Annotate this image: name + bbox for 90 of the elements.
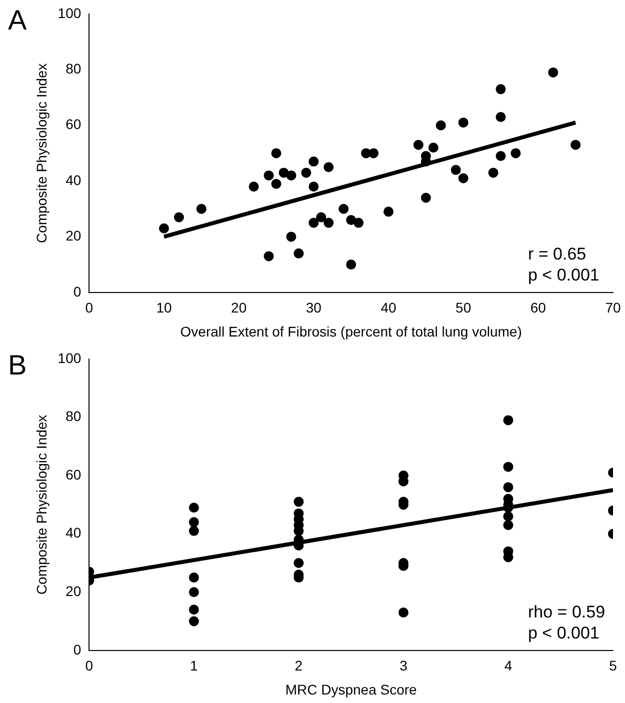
x-tick-label: 1 (190, 658, 198, 674)
point (308, 182, 319, 192)
point (413, 140, 424, 150)
point (496, 84, 506, 94)
point (503, 520, 514, 530)
annotation: r = 0.65 (528, 244, 586, 264)
point (346, 215, 356, 226)
x-tick-label: 60 (530, 300, 546, 316)
point (264, 251, 274, 262)
annotation: rho = 0.59 (528, 602, 606, 622)
annotation: p < 0.001 (528, 623, 600, 642)
point (188, 604, 199, 615)
y-tick-label: 0 (73, 283, 82, 300)
y-tick-label: 80 (66, 408, 82, 424)
x-tick-label: 4 (504, 658, 512, 674)
point (436, 120, 446, 130)
x-tick-label: 0 (85, 300, 94, 316)
point (271, 148, 282, 158)
x-tick-label: 5 (609, 658, 618, 674)
point (570, 140, 581, 150)
x-tick-label: 70 (605, 300, 621, 316)
point (316, 212, 326, 222)
chart-title: A (8, 4, 27, 36)
point (496, 150, 506, 161)
point (278, 168, 289, 178)
point (294, 248, 304, 258)
point (188, 517, 199, 528)
point (188, 616, 199, 626)
chart-title: B (8, 350, 27, 381)
point (264, 170, 274, 180)
point (188, 502, 199, 513)
point (248, 182, 259, 192)
point (368, 148, 379, 158)
point (398, 608, 408, 618)
point (383, 206, 394, 217)
y-tick-label: 0 (73, 641, 82, 658)
x-tick-label: 3 (400, 658, 408, 674)
point (188, 572, 199, 583)
x-tick-label: 50 (456, 300, 472, 316)
point (308, 156, 319, 167)
point (324, 162, 334, 172)
y-tick-label: 40 (66, 172, 82, 188)
y-axis-title: Composite Physiologic Index (33, 63, 50, 244)
point (308, 218, 319, 228)
point (510, 148, 521, 158)
y-tick-label: 80 (66, 60, 82, 77)
point (458, 173, 468, 184)
y-tick-label: 100 (58, 4, 82, 21)
point (450, 164, 461, 175)
annotation: p < 0.001 (528, 265, 600, 284)
y-tick-label: 40 (66, 524, 82, 541)
x-tick-label: 0 (85, 658, 94, 674)
point (294, 496, 304, 507)
x-tick-label: 20 (231, 300, 247, 316)
point (188, 526, 199, 536)
point (158, 223, 169, 234)
point (196, 204, 206, 214)
x-axis-title: Overall Extent of Fibrosis (percent of total lung volume) (180, 323, 522, 340)
point (324, 218, 334, 228)
x-tick-label: 30 (306, 300, 322, 316)
x-tick-label: 2 (294, 658, 303, 674)
x-tick-label: 40 (380, 300, 396, 316)
point (294, 558, 304, 568)
point (271, 178, 282, 189)
y-tick-label: 100 (58, 350, 82, 366)
point (286, 232, 296, 242)
point (503, 462, 514, 472)
point (548, 67, 558, 78)
point (354, 218, 364, 228)
point (503, 511, 514, 522)
x-axis-title: MRC Dyspnea Score (285, 681, 418, 698)
y-tick-label: 60 (66, 466, 82, 482)
point (458, 118, 468, 128)
point (496, 112, 506, 122)
point (286, 170, 296, 180)
point (503, 415, 514, 426)
point (428, 142, 438, 153)
point (503, 482, 514, 492)
point (301, 168, 312, 178)
point (420, 192, 431, 203)
y-tick-label: 60 (66, 116, 82, 132)
x-tick-label: 10 (156, 300, 172, 316)
point (338, 204, 349, 214)
y-tick-label: 20 (66, 228, 82, 244)
point (488, 168, 498, 178)
point (188, 587, 199, 598)
y-axis-title: Composite Physiologic Index (33, 414, 50, 595)
point (174, 212, 184, 222)
y-tick-label: 20 (66, 582, 82, 599)
point (346, 260, 356, 270)
